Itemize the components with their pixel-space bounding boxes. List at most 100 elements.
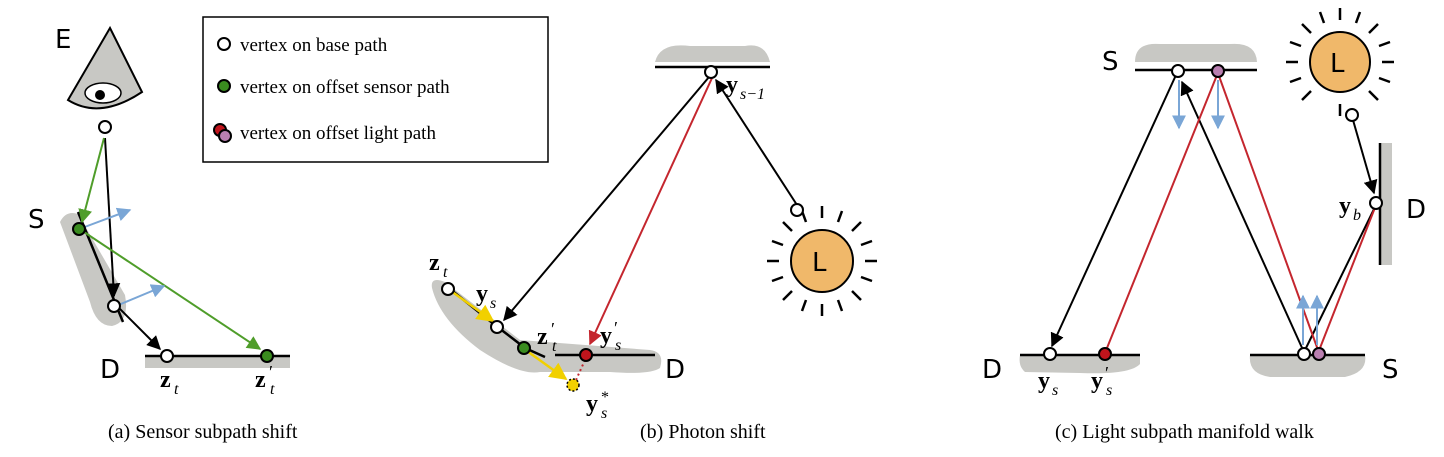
legend-box <box>202 16 549 163</box>
label-zt-prime: z ′ t <box>255 362 275 398</box>
label-ys-star-b: y * s <box>586 389 609 422</box>
y-s-minus-1-main: y <box>726 72 738 98</box>
surface-d <box>145 356 290 368</box>
label-d-left-c: D <box>982 355 1002 385</box>
vertex-s-top-base <box>1171 64 1185 78</box>
vertex-zt-prime <box>260 349 274 363</box>
edge-top-to-ys <box>503 76 710 322</box>
legend-sensor-swatch <box>217 79 231 93</box>
legend-light-label: vertex on offset light path <box>240 123 436 144</box>
label-d: D <box>100 355 120 385</box>
light-label-c: L <box>1330 49 1345 79</box>
y-s-minus-1-sub: s−1 <box>740 86 765 103</box>
surface-s-top <box>1135 43 1257 62</box>
label-ys-prime-c: y ′ s <box>1091 363 1112 399</box>
surface-d-right <box>1380 143 1392 265</box>
ys-b-sub: s <box>490 295 496 312</box>
zt-prime-mark: ′ <box>269 362 273 382</box>
panel-a: E S D z t z ′ t (a) Sensor subpat <box>28 25 298 443</box>
edge-red-yb-to-purple <box>1319 204 1377 349</box>
legend-light-swatch-purple <box>218 129 232 143</box>
legend-base-swatch <box>217 37 231 51</box>
edge-dotted-ys-prime-to-star <box>575 359 586 381</box>
label-s-top-c: S <box>1102 47 1119 77</box>
edge-red-top-to-ys-prime <box>1106 74 1218 349</box>
zt-prime-b-mark: ′ <box>551 319 555 339</box>
label-s-bottom-c: S <box>1382 355 1399 385</box>
caption-b: (b) Photon shift <box>640 421 766 443</box>
vertex-s-bottom-purple <box>1312 347 1326 361</box>
caption-c: (c) Light subpath manifold walk <box>1055 421 1314 443</box>
label-zt-b: z t <box>429 250 448 281</box>
surface-s <box>60 213 127 326</box>
zt-prime-sub: t <box>270 381 275 398</box>
vertex-ys-b <box>490 320 504 334</box>
legend-base-label: vertex on base path <box>240 35 388 56</box>
vertex-y-s-minus-1 <box>704 65 718 79</box>
edge-s-top-to-ys <box>1050 74 1177 348</box>
legend-sensor-label: vertex on offset sensor path <box>240 77 450 98</box>
ys-prime-c-sub: s <box>1106 382 1112 399</box>
label-zt-prime-b: z ′ t <box>537 319 557 355</box>
zt-prime-main: z <box>255 367 266 393</box>
zt-sub: t <box>174 381 179 398</box>
legend: vertex on base path vertex on offset sen… <box>202 16 549 163</box>
surface-bottom <box>431 280 662 373</box>
yb-sub: b <box>1353 207 1361 224</box>
surface-top <box>655 45 770 62</box>
vertex-yb <box>1369 196 1383 210</box>
edge-green-s-to-zt-prime <box>83 231 262 350</box>
label-e: E <box>55 25 71 55</box>
light-label-b: L <box>812 248 827 278</box>
vertex-ys-prime-b <box>579 348 593 362</box>
vertex-zt-prime-b <box>517 341 531 355</box>
zt-prime-b-main: z <box>537 324 548 350</box>
panel-c: S D S D <box>982 8 1426 443</box>
caption-a: (a) Sensor subpath shift <box>108 421 298 443</box>
label-d-b: D <box>665 355 685 385</box>
edge-light-to-top <box>715 78 798 206</box>
vertex-s-green <box>72 222 86 236</box>
label-s: S <box>28 205 45 235</box>
vertex-eye <box>98 120 112 134</box>
vertex-ys-c <box>1043 347 1057 361</box>
ys-c-sub: s <box>1052 382 1058 399</box>
ys-star-b-mark: * <box>601 389 609 406</box>
vertex-light <box>790 203 804 217</box>
vertex-s-base <box>107 299 121 313</box>
label-ys-prime-b: y ′ s <box>600 318 621 354</box>
yb-main: y <box>1339 193 1351 219</box>
light-source-icon: L <box>767 206 877 316</box>
zt-b-sub: t <box>443 264 448 281</box>
label-d-right-c: D <box>1406 195 1426 225</box>
vertex-zt <box>160 349 174 363</box>
edge-s-to-zt <box>116 305 161 350</box>
vertex-light-c <box>1345 108 1359 122</box>
vertex-ys-prime-c <box>1098 347 1112 361</box>
edge-zt-to-ys <box>450 289 495 323</box>
label-zt: z t <box>160 367 179 398</box>
edge-zt-prime-to-ys-star <box>526 349 568 381</box>
ys-prime-b-main: y <box>600 323 612 349</box>
ys-c-main: y <box>1038 368 1050 394</box>
panel-b: D L <box>429 45 877 443</box>
ys-star-b-main: y <box>586 391 598 417</box>
edge-light-to-yb <box>1352 119 1378 195</box>
vertex-s-top-purple <box>1211 64 1225 78</box>
eye-camera-icon <box>66 25 144 110</box>
light-source-icon: L <box>1286 8 1394 116</box>
surface-s-bottom <box>1249 355 1366 377</box>
ys-prime-b-sub: s <box>615 337 621 354</box>
ys-prime-c-main: y <box>1091 368 1103 394</box>
ys-prime-b-mark: ′ <box>614 318 618 338</box>
vertex-s-bottom-base <box>1297 347 1311 361</box>
label-ys-c: y s <box>1038 368 1058 399</box>
zt-prime-b-sub: t <box>552 338 557 355</box>
label-ys-b: y s <box>476 281 496 312</box>
vertex-zt-b <box>441 282 455 296</box>
zt-b-main: z <box>429 250 440 276</box>
ys-b-main: y <box>476 281 488 307</box>
ys-prime-c-mark: ′ <box>1105 363 1109 383</box>
ys-star-b-sub: s <box>601 405 607 422</box>
